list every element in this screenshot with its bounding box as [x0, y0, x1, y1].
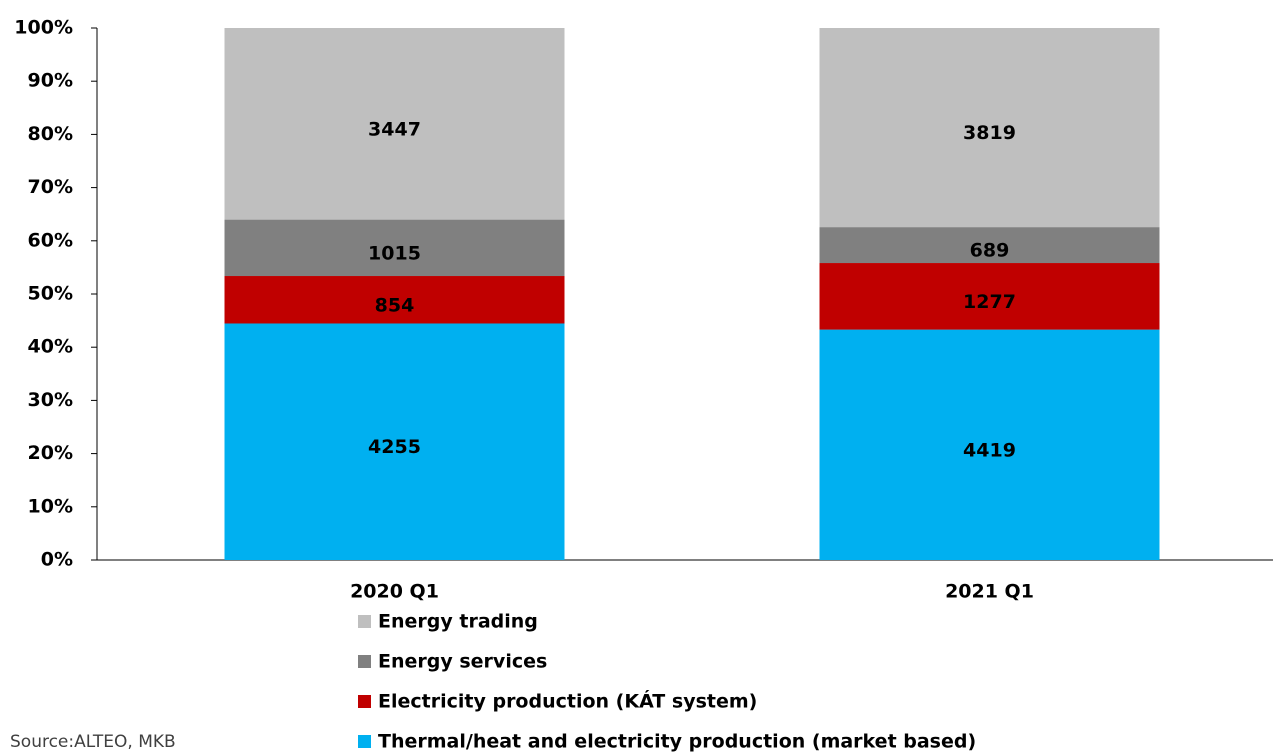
- y-tick-label: 100%: [14, 17, 73, 39]
- legend-swatch: [358, 735, 371, 748]
- legend-label: Energy services: [378, 651, 547, 673]
- legend-swatch: [358, 695, 371, 708]
- data-label: 1015: [368, 242, 421, 264]
- y-tick-label: 10%: [28, 495, 73, 517]
- bar-segment: [224, 28, 565, 220]
- data-label: 854: [375, 294, 415, 316]
- data-label: 689: [970, 240, 1010, 262]
- y-tick-label: 90%: [28, 70, 73, 92]
- legend-label: Energy trading: [378, 611, 538, 633]
- bar-segment: [819, 329, 1160, 560]
- legend-swatch: [358, 655, 371, 668]
- legend-label: Thermal/heat and electricity production …: [378, 731, 976, 753]
- source-note: Source:ALTEO, MKB: [10, 732, 176, 752]
- data-label: 3447: [368, 118, 421, 140]
- bar-segment: [224, 276, 565, 324]
- y-tick-label: 0%: [41, 549, 73, 571]
- bar-segment: [224, 323, 565, 560]
- y-tick-label: 70%: [28, 176, 73, 198]
- y-tick-label: 20%: [28, 442, 73, 464]
- y-tick-label: 80%: [28, 123, 73, 145]
- data-label: 4255: [368, 436, 421, 458]
- data-label: 4419: [963, 439, 1016, 461]
- y-tick-label: 50%: [28, 283, 73, 305]
- y-tick-label: 30%: [28, 389, 73, 411]
- x-tick-label: 2021 Q1: [945, 581, 1034, 603]
- y-tick-label: 60%: [28, 229, 73, 251]
- data-label: 1277: [963, 291, 1016, 313]
- x-tick-label: 2020 Q1: [350, 581, 439, 603]
- legend-label: Electricity production (KÁT system): [378, 690, 757, 713]
- legend-swatch: [358, 615, 371, 628]
- bar-segment: [819, 28, 1160, 228]
- bar-segment: [819, 263, 1160, 330]
- y-tick-label: 40%: [28, 336, 73, 358]
- bar-segment: [224, 219, 565, 277]
- data-label: 3819: [963, 122, 1016, 144]
- bar-segment: [819, 227, 1160, 264]
